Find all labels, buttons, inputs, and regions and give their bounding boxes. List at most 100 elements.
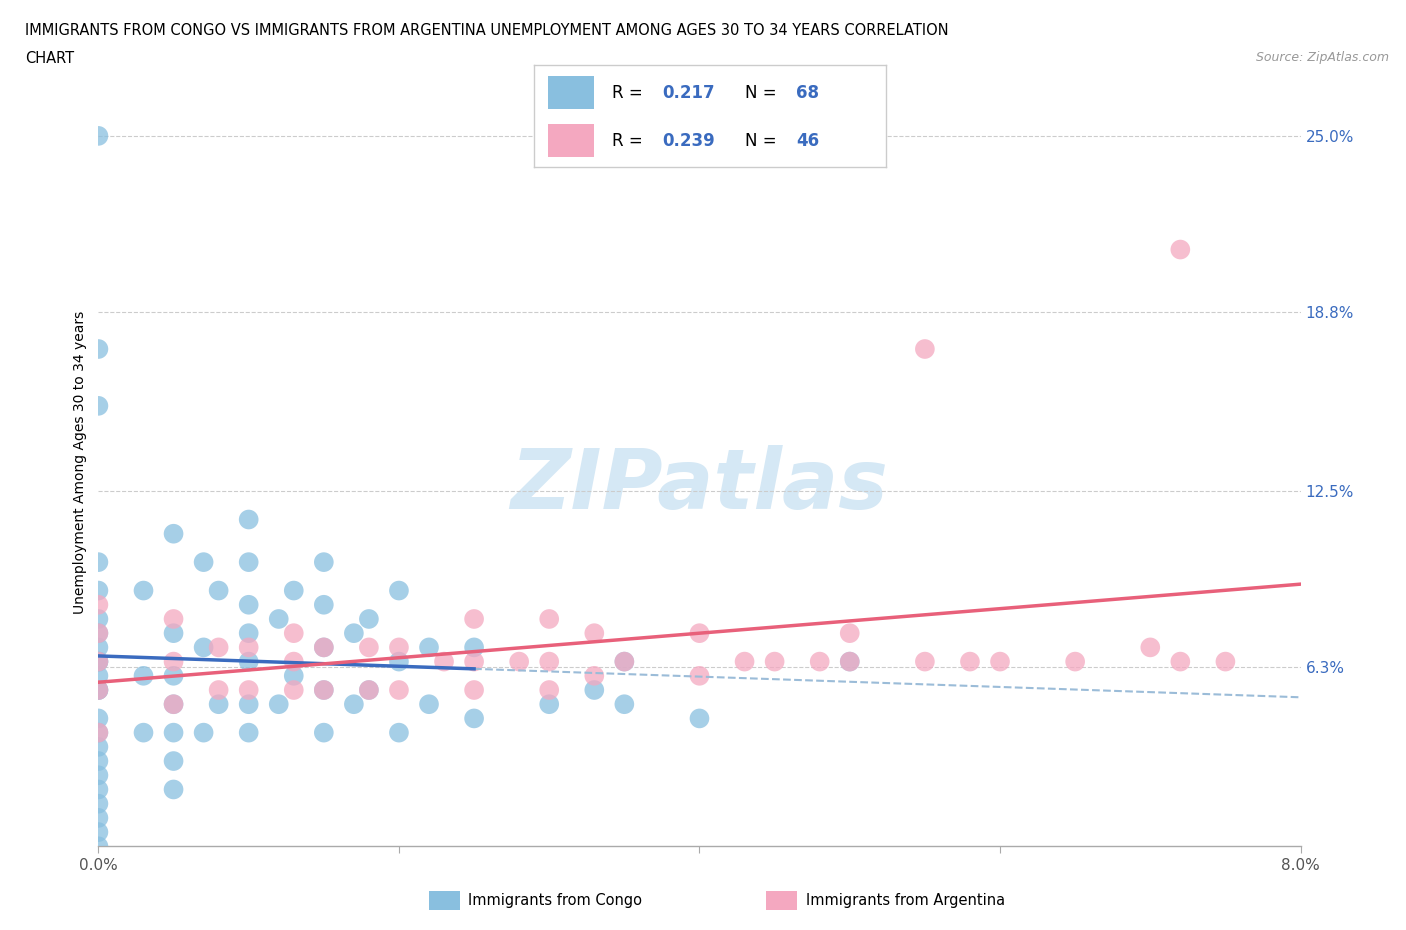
Point — [343, 626, 366, 641]
Point — [283, 626, 305, 641]
Point — [162, 612, 184, 627]
Point — [463, 654, 485, 669]
Point — [193, 640, 215, 655]
Point — [193, 554, 215, 569]
Point — [238, 654, 260, 669]
Point — [914, 341, 936, 356]
Point — [208, 697, 231, 711]
Point — [162, 697, 184, 711]
Point — [914, 654, 936, 669]
Point — [357, 640, 380, 655]
Point — [357, 683, 380, 698]
Point — [193, 725, 215, 740]
Point — [734, 654, 756, 669]
Point — [583, 669, 606, 684]
Point — [87, 782, 110, 797]
Point — [132, 725, 155, 740]
Point — [463, 640, 485, 655]
Point — [357, 683, 380, 698]
Point — [613, 697, 636, 711]
Point — [87, 839, 110, 854]
Point — [87, 810, 110, 825]
Point — [87, 626, 110, 641]
Point — [87, 683, 110, 698]
Point — [1168, 654, 1191, 669]
Point — [208, 683, 231, 698]
Point — [87, 711, 110, 726]
Point — [838, 654, 860, 669]
Point — [463, 683, 485, 698]
Point — [388, 725, 411, 740]
Point — [238, 597, 260, 612]
Point — [208, 583, 231, 598]
Point — [132, 669, 155, 684]
Point — [959, 654, 981, 669]
Point — [87, 654, 110, 669]
Point — [87, 669, 110, 684]
Point — [388, 640, 411, 655]
Point — [87, 654, 110, 669]
Text: 0.217: 0.217 — [662, 84, 716, 101]
Point — [283, 583, 305, 598]
Point — [283, 669, 305, 684]
Text: Immigrants from Argentina: Immigrants from Argentina — [806, 893, 1005, 908]
Text: Immigrants from Congo: Immigrants from Congo — [468, 893, 643, 908]
Text: Source: ZipAtlas.com: Source: ZipAtlas.com — [1256, 51, 1389, 64]
Point — [763, 654, 786, 669]
Text: N =: N = — [745, 132, 782, 150]
Point — [433, 654, 456, 669]
Point — [583, 683, 606, 698]
Point — [988, 654, 1011, 669]
Point — [689, 669, 711, 684]
Point — [312, 597, 335, 612]
Point — [132, 583, 155, 598]
Bar — [548, 125, 593, 157]
Text: ZIPatlas: ZIPatlas — [510, 445, 889, 526]
Point — [343, 697, 366, 711]
Text: 46: 46 — [796, 132, 820, 150]
Point — [238, 725, 260, 740]
Point — [162, 526, 184, 541]
Point — [538, 697, 561, 711]
Point — [162, 725, 184, 740]
Y-axis label: Unemployment Among Ages 30 to 34 years: Unemployment Among Ages 30 to 34 years — [73, 311, 87, 615]
Point — [418, 697, 440, 711]
Point — [463, 711, 485, 726]
Point — [87, 128, 110, 143]
Point — [1064, 654, 1087, 669]
Point — [538, 683, 561, 698]
Point — [87, 725, 110, 740]
Point — [87, 626, 110, 641]
Point — [162, 626, 184, 641]
Text: R =: R = — [612, 84, 648, 101]
Point — [283, 683, 305, 698]
Text: 68: 68 — [796, 84, 820, 101]
Point — [238, 697, 260, 711]
Point — [1215, 654, 1237, 669]
Point — [162, 669, 184, 684]
Point — [388, 683, 411, 698]
Point — [388, 583, 411, 598]
Point — [87, 654, 110, 669]
Point — [267, 697, 290, 711]
Point — [689, 626, 711, 641]
Point — [613, 654, 636, 669]
Text: IMMIGRANTS FROM CONGO VS IMMIGRANTS FROM ARGENTINA UNEMPLOYMENT AMONG AGES 30 TO: IMMIGRANTS FROM CONGO VS IMMIGRANTS FROM… — [25, 23, 949, 38]
Point — [312, 683, 335, 698]
Point — [238, 683, 260, 698]
Point — [162, 697, 184, 711]
Point — [388, 654, 411, 669]
Point — [463, 612, 485, 627]
Point — [87, 825, 110, 840]
Point — [538, 654, 561, 669]
Point — [508, 654, 530, 669]
Point — [162, 654, 184, 669]
Point — [162, 753, 184, 768]
Text: N =: N = — [745, 84, 782, 101]
Point — [87, 341, 110, 356]
Point — [87, 398, 110, 413]
Point — [1168, 242, 1191, 257]
Point — [162, 782, 184, 797]
Point — [87, 739, 110, 754]
Point — [87, 796, 110, 811]
